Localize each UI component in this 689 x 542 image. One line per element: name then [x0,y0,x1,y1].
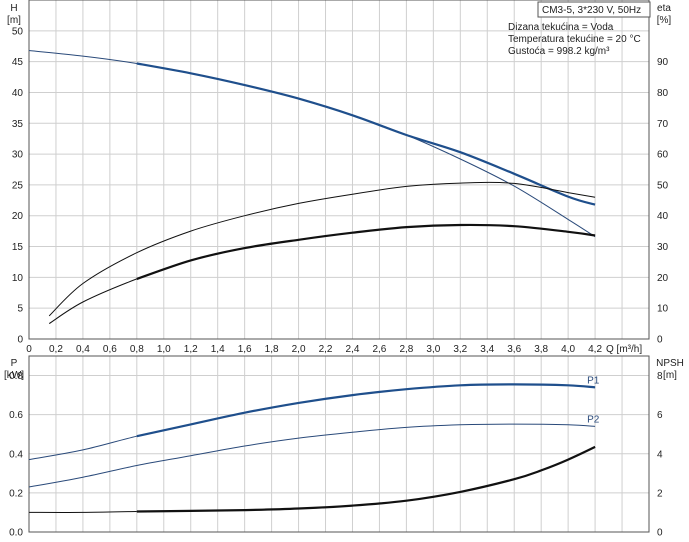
left-tick-label: 0.0 [9,528,23,539]
x-tick-label: 0,2 [49,344,63,355]
x-tick-label: 1,6 [238,344,252,355]
right-tick-label: 40 [657,211,669,222]
right-tick-label: 20 [657,273,669,284]
bottom-right-axis-title-line1: NPSH [656,358,684,369]
x-tick-label: 2,4 [346,344,360,355]
chart-labels: 0510152025303540455001020304050607080900… [9,26,668,538]
right-tick-label: 80 [657,88,669,99]
right-tick-label: 30 [657,242,669,253]
x-tick-label: 2,8 [399,344,413,355]
left-tick-label: 45 [12,57,24,68]
left-tick-label: 5 [17,304,23,315]
plot-frame [28,355,650,533]
x-tick-label: 0,4 [76,344,90,355]
left-tick-label: 30 [12,150,24,161]
series-line [136,445,596,513]
chart-title-box [537,1,651,18]
top-chart-series [28,50,596,325]
left-tick-label: 0 [17,335,23,346]
right-tick-label: 90 [657,57,669,68]
right-tick-label: 60 [657,150,669,161]
left-tick-label: 0.4 [9,449,23,460]
right-tick-label: 2 [657,488,663,499]
left-tick-label: 0.8 [9,371,23,382]
series-label: P2 [587,414,600,425]
x-tick-label: 3,8 [534,344,548,355]
bottom-left-axis-title-line1: P [11,358,18,369]
x-tick-label: 3,0 [426,344,440,355]
note-liquid: Dizana tekućina = Voda [508,22,614,33]
left-tick-label: 0.6 [9,410,23,421]
x-tick-label: 3,2 [453,344,467,355]
note-density: Gustoća = 998.2 kg/m³ [508,46,610,57]
series-line [28,423,596,488]
series-line [136,383,596,438]
left-tick-label: 25 [12,180,24,191]
left-tick-label: 10 [12,273,24,284]
x-tick-label: 3,6 [507,344,521,355]
left-tick-label: 40 [12,88,24,99]
right-tick-label: 0 [657,528,663,539]
x-tick-label: 0 [26,344,32,355]
left-tick-label: 15 [12,242,24,253]
right-tick-label: 4 [657,449,663,460]
plot-frame [28,0,650,340]
x-tick-label: 2,6 [372,344,386,355]
top-right-axis-title-line1: eta [657,3,671,14]
x-tick-label: 1,8 [265,344,279,355]
series-line [136,62,596,206]
x-tick-label: 3,4 [480,344,494,355]
right-tick-label: 0 [657,335,663,346]
chart-title: CM3-5, 3*230 V, 50Hz [542,5,641,16]
left-tick-label: 50 [12,26,24,37]
x-tick-label: 0,6 [103,344,117,355]
right-tick-label: 6 [657,410,663,421]
series-line [136,223,596,280]
top-left-axis-title-line1: H [10,3,17,14]
right-tick-label: 70 [657,119,669,130]
x-tick-label: 4,2 [588,344,602,355]
series-line [28,511,137,513]
series-line [28,50,596,238]
right-tick-label: 50 [657,180,669,191]
top-chart-grid [28,0,650,340]
x-tick-label: 1,4 [211,344,225,355]
note-temperature: Temperatura tekućine = 20 °C [508,34,641,45]
x-tick-label: 1,0 [157,344,171,355]
series-line [28,383,596,461]
x-tick-label: 2,2 [319,344,333,355]
bottom-left-axis-title-line2: [kW] [4,370,24,381]
right-tick-label: 10 [657,304,669,315]
x-axis-title: Q [m³/h] [606,344,642,355]
series-line [48,181,596,317]
series-label: P1 [587,375,600,386]
top-right-axis-title-line2: [%] [657,15,672,26]
top-left-axis-title-line2: [m] [7,15,21,26]
right-tick-label: 8 [657,371,663,382]
left-tick-label: 20 [12,211,24,222]
bottom-right-axis-title-line2: [m] [663,370,677,381]
bottom-chart-series [28,383,596,513]
left-tick-label: 35 [12,119,24,130]
x-tick-label: 2,0 [292,344,306,355]
bottom-chart-grid [28,355,650,533]
x-tick-label: 0,8 [130,344,144,355]
series-line [48,224,596,325]
x-tick-label: 1,2 [184,344,198,355]
left-tick-label: 0.2 [9,488,23,499]
x-tick-label: 4,0 [561,344,575,355]
